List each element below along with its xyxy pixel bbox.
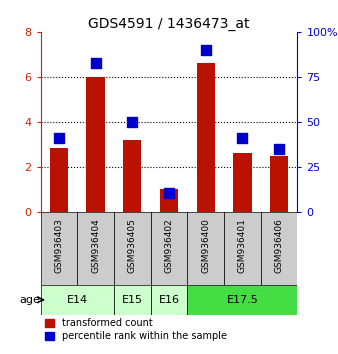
- Point: [203, 47, 209, 53]
- Bar: [233, 153, 251, 212]
- Text: GSM936403: GSM936403: [54, 218, 64, 273]
- Text: GSM936402: GSM936402: [165, 218, 173, 273]
- Bar: [151, 285, 187, 315]
- Bar: [87, 77, 105, 212]
- Bar: [196, 63, 215, 212]
- Text: E16: E16: [159, 295, 179, 305]
- Point: [93, 61, 98, 66]
- Bar: [160, 189, 178, 212]
- Bar: [261, 212, 297, 285]
- Legend: transformed count, percentile rank within the sample: transformed count, percentile rank withi…: [45, 318, 227, 341]
- Bar: [123, 140, 142, 212]
- Text: E14: E14: [67, 295, 88, 305]
- Point: [56, 136, 62, 141]
- Point: [129, 119, 135, 125]
- Text: GSM936400: GSM936400: [201, 218, 210, 273]
- Text: GSM936406: GSM936406: [274, 218, 284, 273]
- Bar: [187, 212, 224, 285]
- Text: E17.5: E17.5: [226, 295, 258, 305]
- Bar: [41, 285, 114, 315]
- Title: GDS4591 / 1436473_at: GDS4591 / 1436473_at: [88, 17, 250, 31]
- Bar: [114, 212, 151, 285]
- Text: age: age: [19, 295, 40, 305]
- Bar: [270, 156, 288, 212]
- Text: E15: E15: [122, 295, 143, 305]
- Bar: [187, 285, 297, 315]
- Bar: [114, 285, 151, 315]
- Bar: [50, 148, 68, 212]
- Bar: [77, 212, 114, 285]
- Bar: [41, 212, 77, 285]
- Text: GSM936404: GSM936404: [91, 218, 100, 273]
- Bar: [224, 212, 261, 285]
- Text: GSM936405: GSM936405: [128, 218, 137, 273]
- Text: GSM936401: GSM936401: [238, 218, 247, 273]
- Point: [276, 147, 282, 152]
- Point: [166, 190, 172, 195]
- Point: [240, 136, 245, 141]
- Bar: [151, 212, 187, 285]
